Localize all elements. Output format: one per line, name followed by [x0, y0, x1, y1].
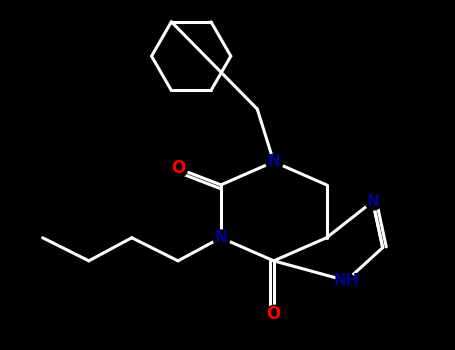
Text: O: O [267, 305, 281, 323]
Text: O: O [171, 159, 185, 177]
Text: N: N [268, 154, 280, 169]
Text: N: N [366, 194, 379, 209]
Text: N: N [214, 230, 227, 245]
Text: NH: NH [334, 273, 359, 288]
